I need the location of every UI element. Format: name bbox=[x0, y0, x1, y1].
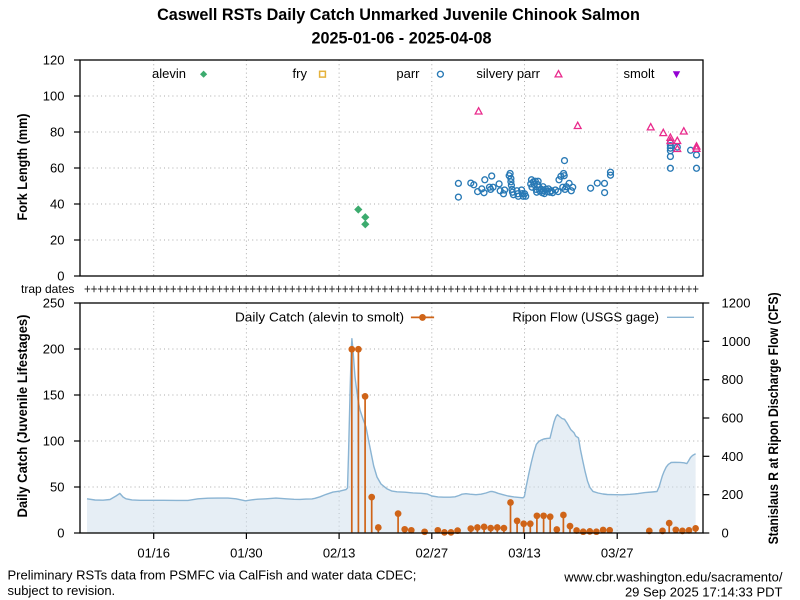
svg-text:fry: fry bbox=[293, 66, 308, 81]
svg-text:120: 120 bbox=[43, 53, 65, 68]
svg-text:02/27: 02/27 bbox=[416, 546, 449, 561]
svg-text:Preliminary RSTs data from PSM: Preliminary RSTs data from PSMFC via Cal… bbox=[8, 567, 417, 582]
svg-text:29 Sep 2025 17:14:33 PDT: 29 Sep 2025 17:14:33 PDT bbox=[625, 585, 783, 600]
svg-text:1200: 1200 bbox=[722, 296, 751, 311]
svg-text:20: 20 bbox=[50, 233, 64, 248]
svg-text:alevin: alevin bbox=[152, 66, 186, 81]
svg-text:03/27: 03/27 bbox=[601, 546, 634, 561]
svg-text:60: 60 bbox=[50, 161, 64, 176]
svg-text:01/16: 01/16 bbox=[137, 546, 170, 561]
svg-text:0: 0 bbox=[722, 526, 729, 541]
svg-text:parr: parr bbox=[396, 66, 420, 81]
svg-text:250: 250 bbox=[43, 296, 65, 311]
svg-text:03/13: 03/13 bbox=[508, 546, 541, 561]
svg-text:smolt: smolt bbox=[623, 66, 654, 81]
svg-text:400: 400 bbox=[722, 449, 744, 464]
svg-text:200: 200 bbox=[722, 487, 744, 502]
svg-text:40: 40 bbox=[50, 197, 64, 212]
svg-text:200: 200 bbox=[43, 342, 65, 357]
svg-text:www.cbr.washington.edu/sacrame: www.cbr.washington.edu/sacramento/ bbox=[563, 570, 783, 585]
svg-text:Stanislaus R at Ripon Discharg: Stanislaus R at Ripon Discharge Flow (CF… bbox=[766, 292, 781, 544]
svg-text:Fork Length (mm): Fork Length (mm) bbox=[15, 114, 30, 221]
svg-text:2025-01-06 - 2025-04-08: 2025-01-06 - 2025-04-08 bbox=[312, 30, 492, 48]
svg-text:100: 100 bbox=[43, 89, 65, 104]
svg-text:80: 80 bbox=[50, 125, 64, 140]
svg-text:Ripon Flow (USGS gage): Ripon Flow (USGS gage) bbox=[512, 310, 659, 325]
svg-text:subject to revision.: subject to revision. bbox=[8, 583, 116, 598]
svg-text:600: 600 bbox=[722, 411, 744, 426]
svg-text:50: 50 bbox=[50, 480, 64, 495]
svg-text:Caswell RSTs Daily Catch Unmar: Caswell RSTs Daily Catch Unmarked Juveni… bbox=[157, 6, 640, 24]
svg-text:0: 0 bbox=[57, 269, 64, 284]
svg-text:02/13: 02/13 bbox=[323, 546, 356, 561]
svg-text:800: 800 bbox=[722, 372, 744, 387]
svg-text:100: 100 bbox=[43, 434, 65, 449]
svg-text:0: 0 bbox=[57, 526, 64, 541]
svg-text:01/30: 01/30 bbox=[230, 546, 263, 561]
svg-text:150: 150 bbox=[43, 388, 65, 403]
svg-text:trap dates: trap dates bbox=[21, 282, 74, 296]
svg-text:Daily Catch (Juvenile Lifestag: Daily Catch (Juvenile Lifestages) bbox=[15, 315, 30, 518]
svg-text:Daily Catch (alevin to smolt): Daily Catch (alevin to smolt) bbox=[235, 310, 404, 325]
svg-text:silvery parr: silvery parr bbox=[476, 66, 540, 81]
svg-text:1000: 1000 bbox=[722, 334, 751, 349]
